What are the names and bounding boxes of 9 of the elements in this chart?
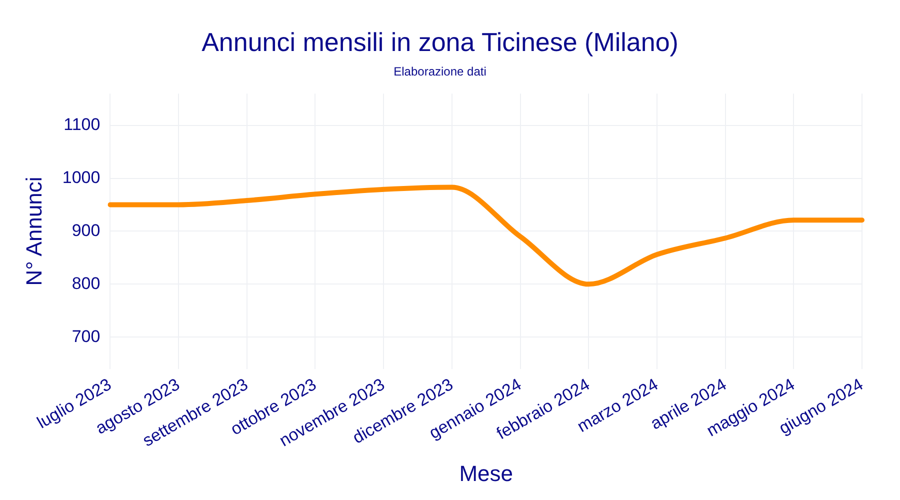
y-tick-label: 900	[72, 220, 100, 240]
chart-title: Annunci mensili in zona Ticinese (Milano)	[202, 26, 678, 57]
y-tick-label: 1100	[64, 115, 100, 134]
chart-subtitle: Elaborazione dati	[394, 64, 486, 79]
x-axis-title: Mese	[459, 460, 514, 486]
y-axis-title: N° Annunci	[21, 176, 46, 286]
y-tick-label: 1000	[62, 168, 100, 187]
y-tick-label: 800	[72, 274, 100, 293]
y-tick-label: 700	[72, 326, 100, 346]
